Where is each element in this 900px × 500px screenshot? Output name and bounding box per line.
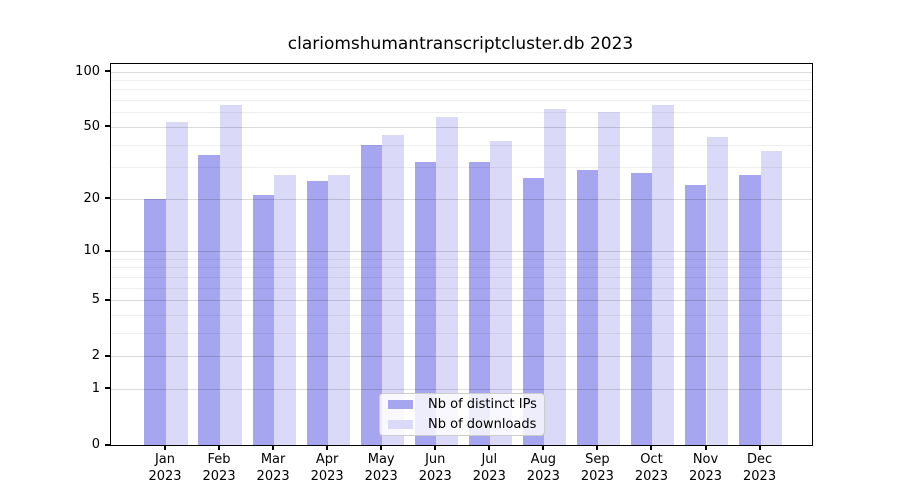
bar-nb-of-downloads-nov (706, 137, 729, 445)
bar-nb-of-distinct-ips-dec (738, 175, 761, 445)
chart-title: clariomshumantranscriptcluster.db 2023 (287, 34, 634, 54)
bar-nb-of-distinct-ips-may (360, 144, 383, 445)
bar-nb-of-distinct-ips-nov (684, 184, 707, 445)
bar-nb-of-downloads-oct (652, 104, 675, 445)
y-tick-mark-100 (105, 70, 110, 73)
x-tick-label-apr: Apr 2023 (310, 452, 344, 484)
y-tick-label-20: 20 (83, 190, 100, 206)
y-tick-mark-1 (105, 387, 110, 390)
bar-nb-of-downloads-mar (274, 175, 296, 445)
bar-nb-of-downloads-sep (598, 112, 620, 445)
legend-entry-downloads: Nb of downloads (386, 416, 538, 433)
bar-nb-of-downloads-jul (490, 140, 512, 445)
x-tick-mark-sep (596, 445, 599, 450)
bar-nb-of-downloads-aug (544, 108, 566, 445)
y-tick-mark-0 (105, 443, 110, 446)
gridline-90 (111, 80, 812, 82)
x-tick-mark-jan (164, 445, 166, 450)
y-tick-mark-20 (105, 197, 110, 200)
bar-nb-of-downloads-feb (220, 104, 242, 445)
bar-nb-of-distinct-ips-oct (630, 172, 653, 445)
bar-nb-of-distinct-ips-aug (522, 178, 545, 445)
plot-area (110, 63, 813, 446)
x-tick-mark-aug (542, 445, 545, 450)
x-tick-label-sep: Sep 2023 (580, 452, 614, 484)
y-tick-label-0: 0 (91, 437, 100, 452)
bar-nb-of-distinct-ips-feb (198, 155, 221, 445)
legend-entry-distinct-ips: Nb of distinct IPs (386, 396, 538, 413)
bar-nb-of-distinct-ips-sep (576, 169, 599, 445)
gridline-50 (111, 126, 812, 128)
x-tick-label-oct: Oct 2023 (634, 452, 668, 484)
bar-nb-of-downloads-dec (760, 150, 783, 445)
x-tick-mark-dec (758, 445, 761, 450)
y-tick-label-1: 1 (91, 380, 100, 396)
x-tick-mark-nov (704, 445, 707, 450)
x-tick-mark-mar (272, 445, 275, 450)
gridline-7 (111, 276, 812, 278)
plot-inner (111, 64, 812, 445)
bar-nb-of-distinct-ips-jul (468, 162, 491, 445)
bar-nb-of-distinct-ips-mar (252, 194, 275, 445)
gridline-8 (111, 267, 812, 269)
x-tick-mark-oct (650, 445, 653, 450)
gridline-70 (111, 100, 812, 102)
y-tick-label-10: 10 (83, 243, 100, 258)
x-tick-label-aug: Aug 2023 (526, 452, 560, 484)
x-tick-mark-jun (434, 445, 437, 450)
y-tick-label-100: 100 (75, 63, 100, 79)
bar-nb-of-distinct-ips-jun (414, 162, 437, 445)
y-tick-mark-5 (105, 298, 110, 301)
x-tick-label-mar: Mar 2023 (256, 452, 290, 484)
bar-nb-of-distinct-ips-apr (306, 181, 329, 445)
x-tick-mark-jul (488, 445, 491, 450)
x-tick-label-nov: Nov 2023 (688, 452, 723, 484)
gridline-80 (111, 89, 812, 91)
x-tick-label-feb: Feb 2023 (202, 452, 236, 484)
gridline-1 (111, 388, 812, 390)
x-tick-mark-apr (326, 445, 329, 450)
x-tick-label-jan: Jan 2023 (148, 452, 182, 484)
legend-swatch-distinct-ips-icon (388, 400, 413, 409)
x-tick-label-jun: Jun 2023 (418, 452, 452, 484)
legend-label-distinct-ips: Nb of distinct IPs (428, 396, 537, 412)
y-tick-label-50: 50 (83, 118, 100, 134)
gridline-2 (111, 356, 812, 358)
x-tick-label-dec: Dec 2023 (743, 452, 777, 484)
gridline-40 (111, 144, 812, 146)
bar-nb-of-distinct-ips-jan (144, 198, 166, 445)
x-tick-mark-feb (218, 445, 221, 450)
gridline-5 (111, 300, 812, 302)
y-tick-mark-10 (105, 249, 110, 252)
legend: Nb of distinct IPs Nb of downloads (379, 393, 545, 436)
bar-nb-of-downloads-apr (328, 175, 350, 445)
x-tick-mark-may (380, 445, 383, 450)
legend-label-downloads: Nb of downloads (428, 416, 537, 432)
gridline-3 (111, 332, 812, 334)
legend-swatch-downloads-icon (388, 420, 413, 429)
gridline-4 (111, 314, 812, 316)
y-tick-label-2: 2 (91, 348, 100, 364)
y-tick-mark-2 (105, 354, 110, 357)
gridline-30 (111, 167, 812, 169)
bar-nb-of-downloads-jun (436, 116, 458, 445)
gridline-60 (111, 112, 812, 114)
y-tick-mark-50 (105, 125, 110, 128)
bar-nb-of-downloads-may (382, 135, 404, 445)
x-tick-label-may: May 2023 (364, 452, 398, 484)
x-tick-label-jul: Jul 2023 (472, 452, 506, 484)
gridline-9 (111, 258, 812, 260)
gridline-100 (111, 71, 812, 73)
bar-nb-of-downloads-jan (166, 122, 188, 445)
y-tick-label-5: 5 (91, 292, 100, 308)
gridline-10 (111, 251, 812, 252)
gridline-6 (111, 287, 812, 289)
gridline-20 (111, 198, 812, 200)
